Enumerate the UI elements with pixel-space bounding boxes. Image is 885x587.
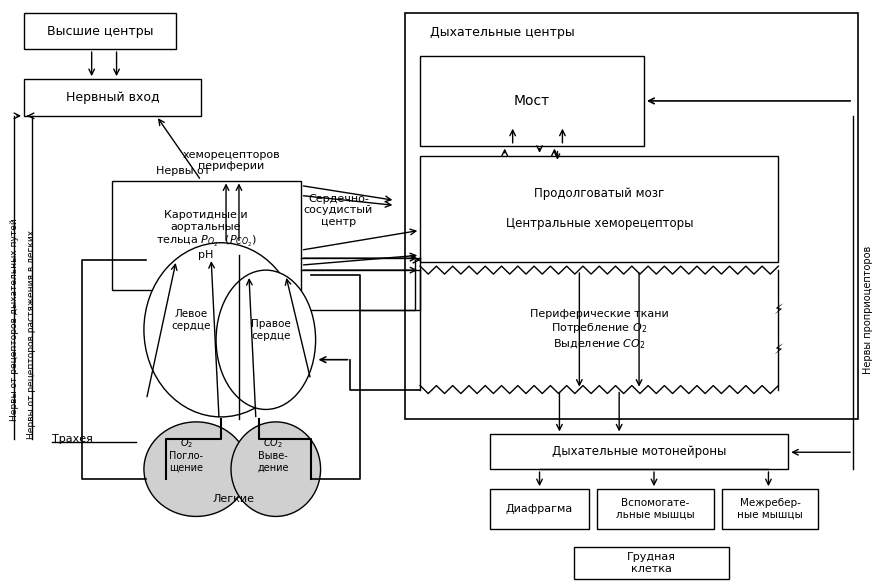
Text: Нервы от рецепторов дыхательных путей: Нервы от рецепторов дыхательных путей <box>10 218 19 421</box>
Text: ⚡: ⚡ <box>773 343 783 357</box>
Text: Нервный вход: Нервный вход <box>65 91 159 104</box>
Ellipse shape <box>231 422 320 517</box>
Bar <box>721 489 819 529</box>
Bar <box>489 434 789 469</box>
Bar <box>24 14 176 49</box>
Text: Мост: Мост <box>514 94 550 108</box>
Text: $O_2$
Погло-
щение: $O_2$ Погло- щение <box>169 436 204 473</box>
Text: Трахея: Трахея <box>52 434 93 444</box>
Text: Диафрагма: Диафрагма <box>506 504 573 514</box>
Bar <box>489 489 589 529</box>
Bar <box>420 56 644 146</box>
Text: Легкие: Легкие <box>212 494 254 504</box>
Text: Правое
сердце: Правое сердце <box>251 319 290 340</box>
Bar <box>24 79 201 116</box>
Text: Нервы от: Нервы от <box>157 166 211 176</box>
Text: ⚡: ⚡ <box>773 303 783 317</box>
Text: Левое
сердце: Левое сердце <box>172 309 211 330</box>
Bar <box>112 181 301 290</box>
Text: Дыхательные центры: Дыхательные центры <box>430 26 575 39</box>
Bar <box>405 14 858 419</box>
Bar <box>574 547 728 579</box>
Text: Грудная
клетка: Грудная клетка <box>627 552 676 573</box>
Bar <box>420 156 779 262</box>
Ellipse shape <box>144 243 298 417</box>
Text: Сердечно-
сосудистый
центр: Сердечно- сосудистый центр <box>304 194 373 227</box>
Ellipse shape <box>216 270 316 410</box>
Text: Нервы от рецепторов растяжения в легких: Нервы от рецепторов растяжения в легких <box>27 230 36 439</box>
Text: Нервы проприоцепторов: Нервы проприоцепторов <box>863 246 873 374</box>
Bar <box>597 489 713 529</box>
Text: Каротидные и
аортальные
тельца $P_{O_2}$  ($P_{CO_2}$)
pH: Каротидные и аортальные тельца $P_{O_2}$… <box>156 210 257 261</box>
Text: Вспомогате-
льные мышцы: Вспомогате- льные мышцы <box>616 498 695 519</box>
Text: Продолговатый мозг

Центральные хеморецепторы: Продолговатый мозг Центральные хеморецеп… <box>505 187 693 231</box>
Text: Межребер-
ные мышцы: Межребер- ные мышцы <box>737 498 803 519</box>
Text: Дыхательные мотонейроны: Дыхательные мотонейроны <box>552 446 727 458</box>
Ellipse shape <box>144 422 249 517</box>
Text: Высшие центры: Высшие центры <box>47 25 153 38</box>
Text: хеморецепторов
периферии: хеморецепторов периферии <box>182 150 280 171</box>
Text: Периферические ткани
Потребление $O_2$
Выделение $CO_2$: Периферические ткани Потребление $O_2$ В… <box>530 309 669 350</box>
Text: $CO_2$
Выве-
дение: $CO_2$ Выве- дение <box>257 436 289 473</box>
